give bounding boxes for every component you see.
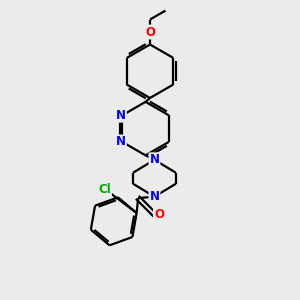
Text: Cl: Cl bbox=[98, 183, 111, 196]
Text: O: O bbox=[145, 26, 155, 38]
Text: N: N bbox=[116, 136, 126, 148]
Text: N: N bbox=[149, 190, 160, 203]
Text: O: O bbox=[154, 208, 164, 221]
Text: N: N bbox=[116, 109, 126, 122]
Text: N: N bbox=[149, 153, 160, 166]
